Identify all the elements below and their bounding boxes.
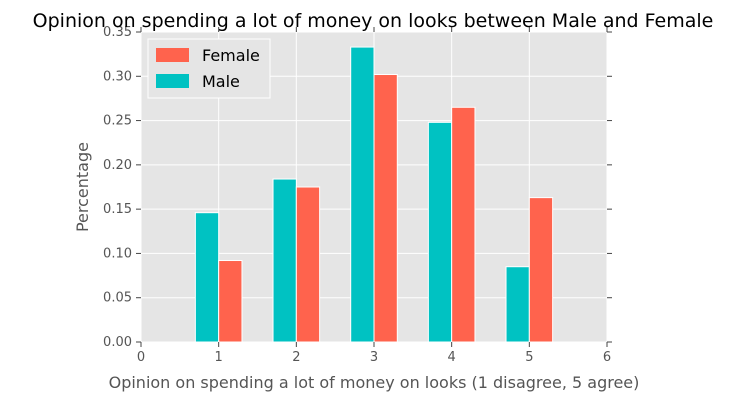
y-tick-label: 0.15 bbox=[103, 202, 132, 217]
y-axis-label: Percentage bbox=[73, 142, 92, 232]
y-tick-label: 0.20 bbox=[103, 158, 132, 173]
bars bbox=[194, 46, 554, 343]
y-tick-label: 0.05 bbox=[103, 291, 132, 306]
legend: Female Male bbox=[147, 38, 271, 99]
x-tick-label: 5 bbox=[525, 350, 533, 365]
x-tick-label: 2 bbox=[292, 350, 300, 365]
legend-label-male: Male bbox=[202, 72, 240, 91]
x-tick-label: 1 bbox=[215, 350, 223, 365]
x-axis-label: Opinion on spending a lot of money on lo… bbox=[109, 373, 640, 392]
legend-label-female: Female bbox=[202, 46, 260, 65]
bar-male-1 bbox=[194, 212, 220, 343]
bar-male-2 bbox=[272, 178, 297, 343]
bar-male-3 bbox=[350, 46, 375, 343]
y-tick-label: 0.10 bbox=[103, 246, 132, 261]
x-tick-label: 4 bbox=[448, 350, 456, 365]
bar-female-2 bbox=[295, 186, 321, 343]
bar-female-3 bbox=[373, 74, 398, 343]
bar-female-4 bbox=[451, 106, 476, 343]
ticks: 0 1 2 3 4 5 6 0.00 0.05 0.10 0.15 0.20 0.25 0.30 0.35 bbox=[103, 25, 612, 365]
bar-female-1 bbox=[218, 260, 243, 343]
bar-female-5 bbox=[528, 197, 554, 343]
chart-title: Opinion on spending a lot of money on lo… bbox=[33, 10, 714, 32]
bar-male-4 bbox=[427, 121, 453, 343]
y-tick-label: 0.00 bbox=[103, 335, 132, 350]
x-tick-label: 6 bbox=[603, 350, 611, 365]
y-tick-label: 0.30 bbox=[103, 69, 132, 84]
x-tick-label: 0 bbox=[137, 350, 145, 365]
y-tick-label: 0.35 bbox=[103, 25, 132, 40]
y-tick-label: 0.25 bbox=[103, 114, 132, 129]
legend-swatch-female bbox=[156, 48, 189, 62]
legend-swatch-male bbox=[156, 74, 189, 88]
x-tick-label: 3 bbox=[370, 350, 378, 365]
bar-male-5 bbox=[505, 266, 530, 343]
